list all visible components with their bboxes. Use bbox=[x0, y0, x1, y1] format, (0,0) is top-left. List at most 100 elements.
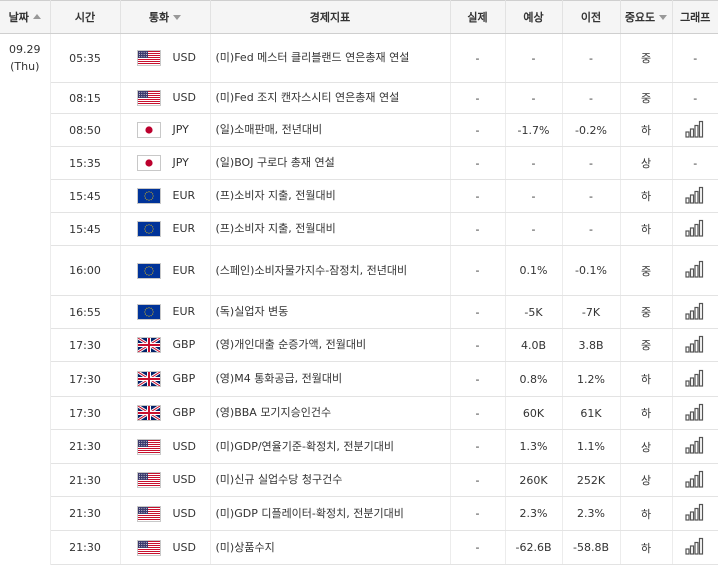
table-row: 21:30 USD (미)신규 실업수당 청구건수 - 260K 252K 상 bbox=[0, 463, 718, 497]
forecast-value: 4.0B bbox=[505, 328, 563, 362]
actual-value: - bbox=[450, 146, 506, 180]
bar-chart-icon[interactable] bbox=[685, 470, 705, 491]
graph-cell bbox=[672, 429, 718, 464]
header-forecast-label: 예상 bbox=[523, 11, 544, 24]
indicator-name: (미)신규 실업수당 청구건수 bbox=[210, 463, 451, 497]
previous-value: - bbox=[562, 179, 621, 213]
event-time: 21:30 bbox=[50, 429, 121, 464]
dropdown-arrow-icon bbox=[173, 15, 182, 20]
gb-flag-icon bbox=[136, 371, 161, 387]
graph-cell bbox=[672, 295, 718, 329]
currency-code: USD bbox=[172, 91, 197, 104]
event-time: 15:45 bbox=[50, 212, 121, 246]
importance-level: 하 bbox=[620, 361, 673, 397]
previous-value: - bbox=[562, 33, 621, 83]
actual-value: - bbox=[450, 429, 506, 464]
header-date-label: 날짜 bbox=[8, 11, 29, 24]
currency-cell: USD bbox=[120, 33, 211, 83]
graph-cell bbox=[672, 212, 718, 246]
currency-code: JPY bbox=[172, 156, 189, 169]
sort-up-icon bbox=[32, 14, 41, 19]
currency-cell: GBP bbox=[120, 328, 211, 362]
bar-chart-icon[interactable] bbox=[685, 120, 705, 141]
indicator-name: (영)M4 통화공급, 전월대비 bbox=[210, 361, 451, 397]
date-cell: 09.29 (Thu) bbox=[0, 33, 51, 565]
forecast-value: -62.6B bbox=[505, 530, 563, 565]
header-currency-label: 통화 bbox=[148, 11, 170, 24]
currency-cell: USD bbox=[120, 496, 211, 531]
event-time: 21:30 bbox=[50, 496, 121, 531]
importance-level: 중 bbox=[620, 82, 673, 114]
bar-chart-icon[interactable] bbox=[685, 335, 705, 356]
eu-flag-icon bbox=[136, 304, 161, 320]
actual-value: - bbox=[450, 530, 506, 565]
indicator-name: (일)소매판매, 전년대비 bbox=[210, 113, 451, 147]
table-row: 21:30 USD (미)GDP/연율기준-확정치, 전분기대비 - 1.3% … bbox=[0, 429, 718, 464]
currency-code: USD bbox=[172, 540, 197, 554]
importance-level: 하 bbox=[620, 179, 673, 213]
header-forecast: 예상 bbox=[505, 0, 563, 34]
header-date[interactable]: 날짜 bbox=[0, 0, 51, 34]
bar-chart-icon[interactable] bbox=[685, 260, 705, 281]
forecast-value: - bbox=[505, 82, 563, 114]
eu-flag-icon bbox=[136, 188, 161, 204]
event-time: 17:30 bbox=[50, 361, 121, 397]
bar-chart-icon[interactable] bbox=[685, 537, 705, 558]
currency-cell: GBP bbox=[120, 361, 211, 397]
header-actual-label: 실제 bbox=[467, 11, 488, 24]
importance-level: 중 bbox=[620, 328, 673, 362]
importance-level: 하 bbox=[620, 113, 673, 147]
jp-flag-icon bbox=[136, 122, 161, 138]
importance-level: 중 bbox=[620, 295, 673, 329]
us-flag-icon bbox=[136, 438, 161, 455]
event-time: 17:30 bbox=[50, 328, 121, 362]
actual-value: - bbox=[450, 113, 506, 147]
event-weekday: (Thu) bbox=[10, 60, 40, 73]
actual-value: - bbox=[450, 328, 506, 362]
currency-code: USD bbox=[172, 51, 197, 64]
actual-value: - bbox=[450, 33, 506, 83]
bar-chart-icon[interactable] bbox=[685, 302, 705, 323]
header-indicator: 경제지표 bbox=[210, 0, 451, 34]
table-row: 08:50 JPY (일)소매판매, 전년대비 - -1.7% -0.2% 하 bbox=[0, 113, 718, 147]
forecast-value: - bbox=[505, 146, 563, 180]
currency-cell: EUR bbox=[120, 179, 211, 213]
bar-chart-icon[interactable] bbox=[685, 369, 705, 390]
previous-value: - bbox=[562, 212, 621, 246]
event-date: 09.29 bbox=[9, 43, 41, 56]
event-time: 15:45 bbox=[50, 179, 121, 213]
currency-code: EUR bbox=[172, 222, 196, 235]
bar-chart-icon[interactable] bbox=[685, 436, 705, 457]
header-importance[interactable]: 중요도 bbox=[620, 0, 673, 34]
event-time: 16:55 bbox=[50, 295, 121, 329]
currency-code: EUR bbox=[172, 305, 196, 318]
table-row: 17:30 GBP (영)개인대출 순증가액, 전월대비 - 4.0B 3.8B… bbox=[0, 328, 718, 362]
graph-cell bbox=[672, 245, 718, 296]
gb-flag-icon bbox=[136, 405, 161, 421]
header-graph: 그래프 bbox=[672, 0, 718, 34]
bar-chart-icon[interactable] bbox=[685, 503, 705, 524]
currency-code: GBP bbox=[172, 406, 196, 419]
eu-flag-icon bbox=[136, 221, 161, 237]
graph-cell bbox=[672, 328, 718, 362]
forecast-value: 0.8% bbox=[505, 361, 563, 397]
currency-code: EUR bbox=[172, 263, 196, 277]
actual-value: - bbox=[450, 496, 506, 531]
bar-chart-icon[interactable] bbox=[685, 186, 705, 207]
table-row: 21:30 USD (미)GDP 디플레이터-확정치, 전분기대비 - 2.3%… bbox=[0, 496, 718, 531]
bar-chart-icon[interactable] bbox=[685, 403, 705, 424]
header-actual: 실제 bbox=[450, 0, 506, 34]
header-previous: 이전 bbox=[562, 0, 621, 34]
indicator-name: (미)상품수지 bbox=[210, 530, 451, 565]
bar-chart-icon[interactable] bbox=[685, 219, 705, 240]
event-time: 08:15 bbox=[50, 82, 121, 114]
currency-code: GBP bbox=[172, 338, 196, 351]
header-currency[interactable]: 통화 bbox=[120, 0, 211, 34]
indicator-name: (미)Fed 메스터 클리블랜드 연은총재 연설 bbox=[210, 33, 451, 83]
header-graph-label: 그래프 bbox=[680, 11, 711, 24]
indicator-name: (미)GDP/연율기준-확정치, 전분기대비 bbox=[210, 429, 451, 464]
previous-value: - bbox=[562, 82, 621, 114]
currency-cell: USD bbox=[120, 463, 211, 497]
forecast-value: 1.3% bbox=[505, 429, 563, 464]
forecast-value: - bbox=[505, 212, 563, 246]
